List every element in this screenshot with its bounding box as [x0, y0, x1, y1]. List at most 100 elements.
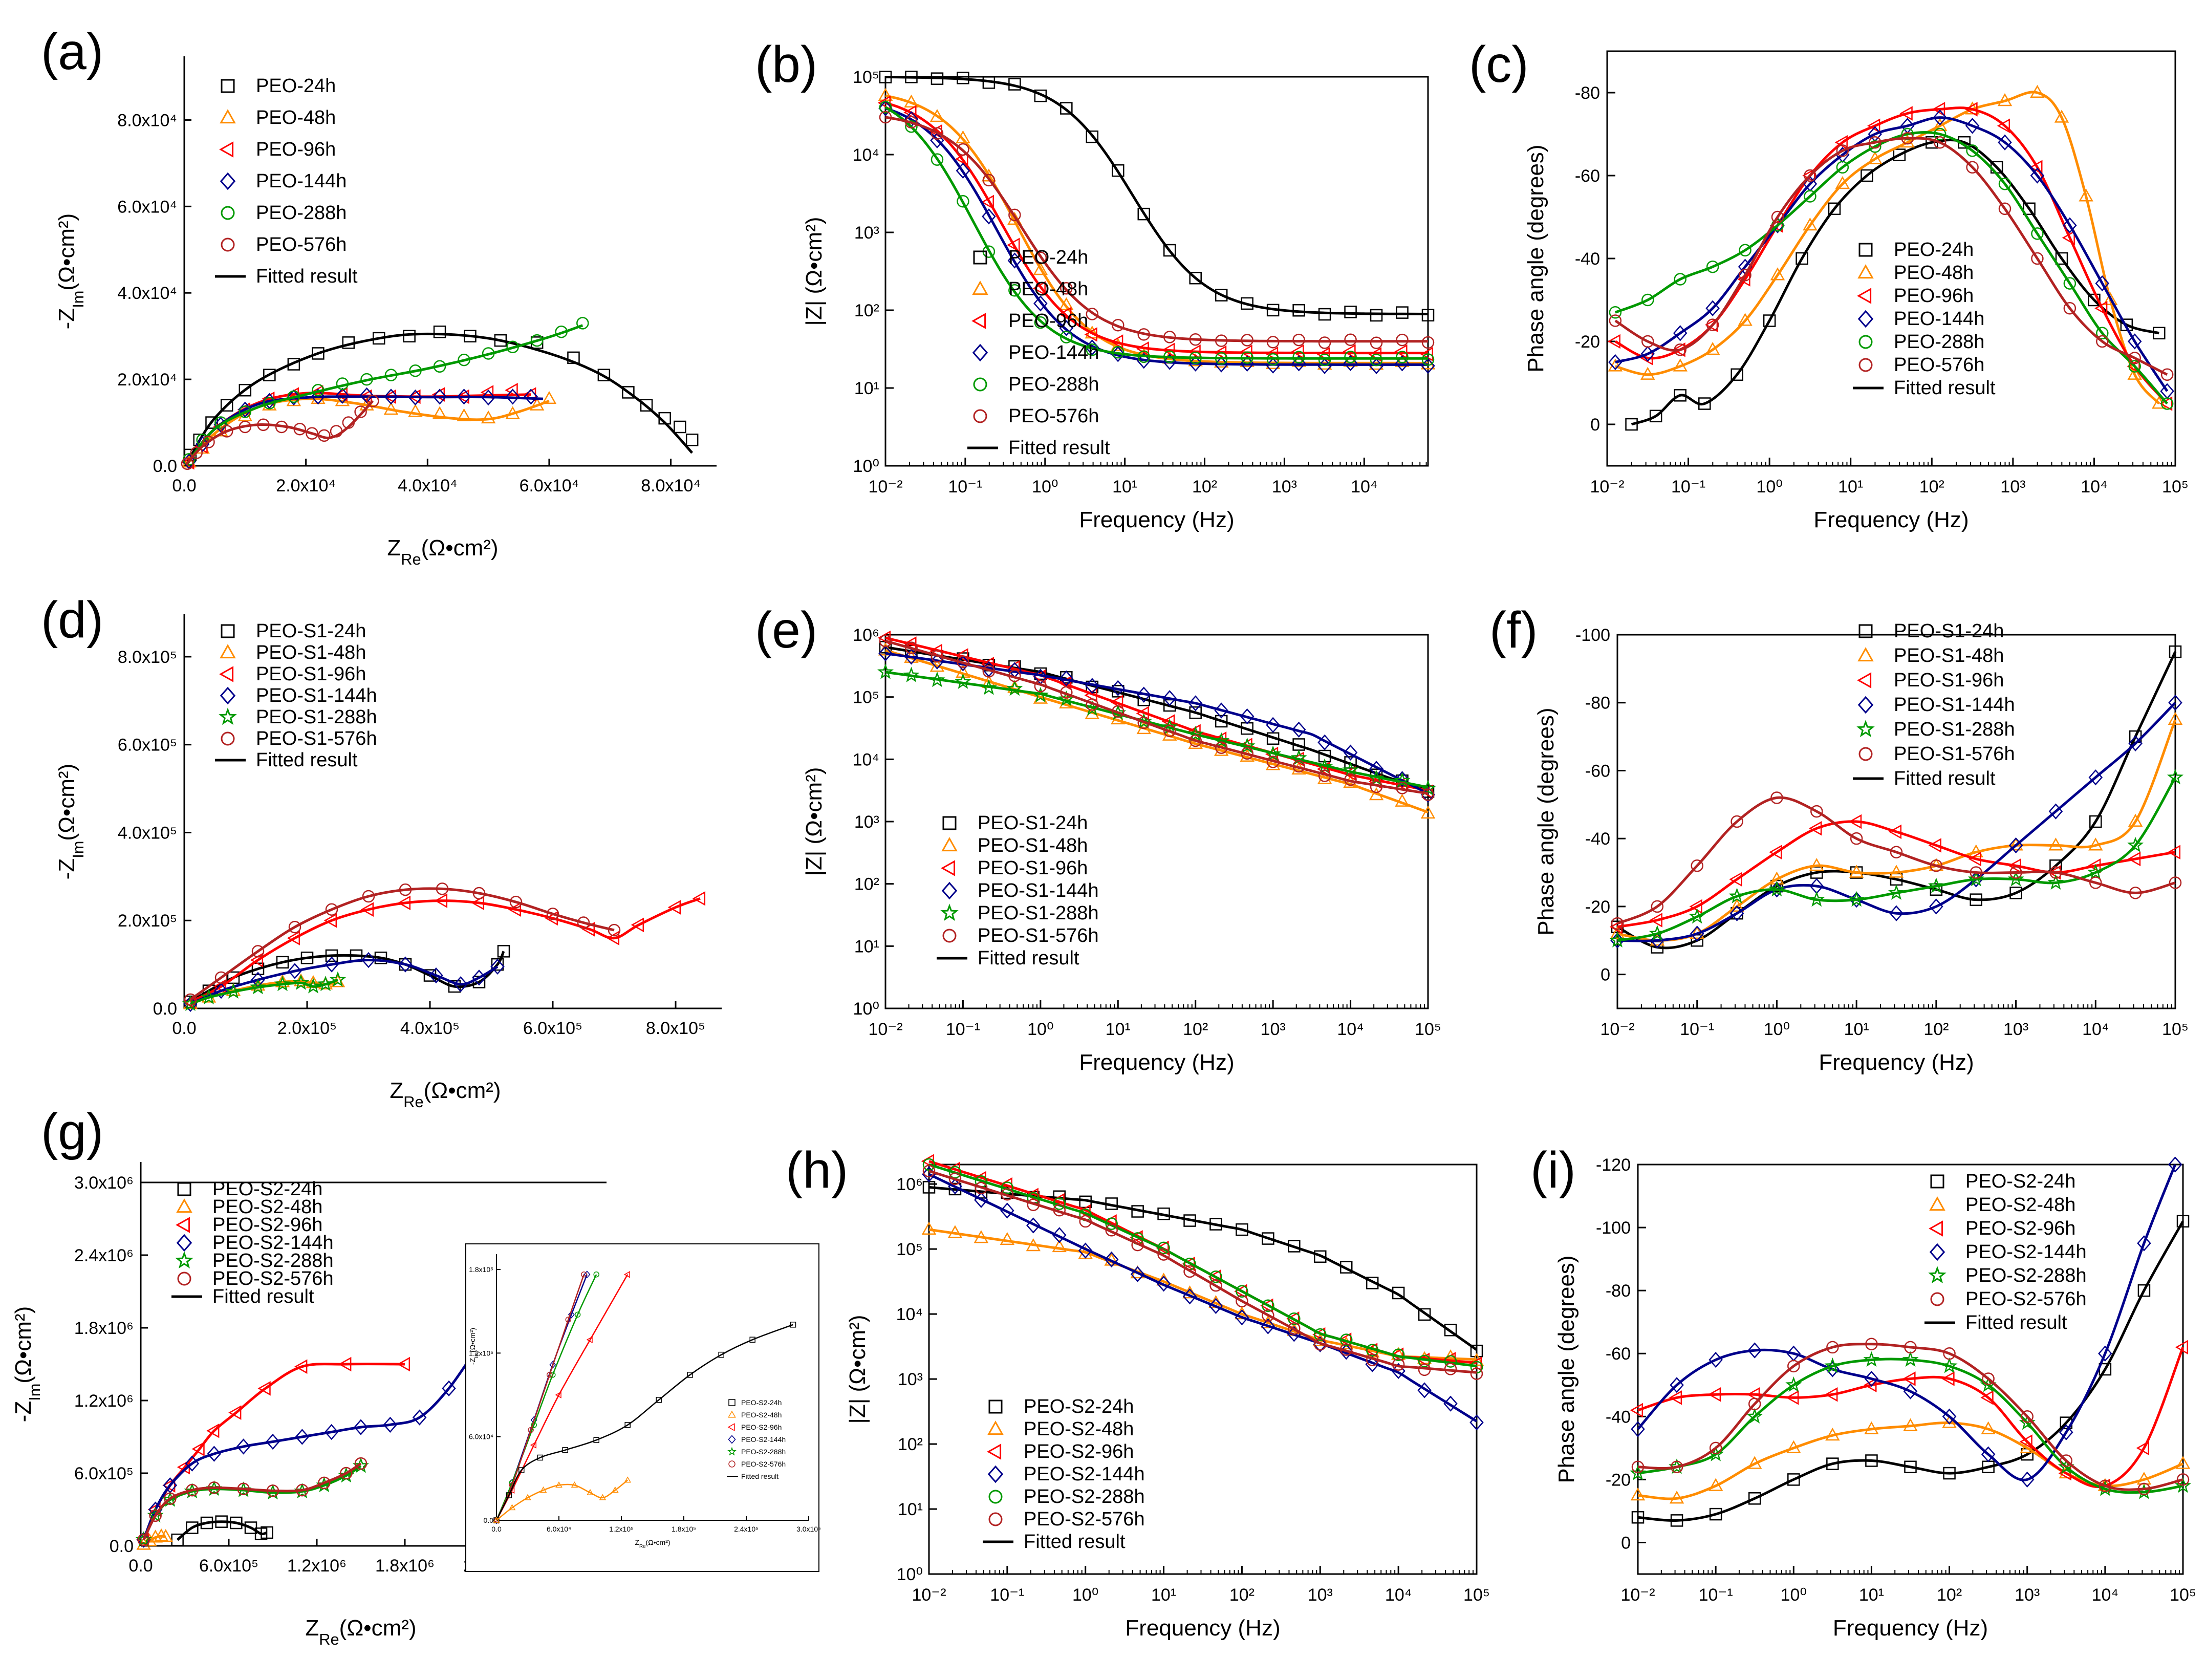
y-tick-label-a: 0.0: [153, 457, 177, 476]
legend-marker-f-5: [1858, 747, 1873, 761]
data-point-a-1: [213, 423, 228, 437]
data-point-a-0: [494, 334, 507, 347]
fit-line-h-1: [928, 1228, 1477, 1361]
y-tick-label-a: 2.0x10⁴: [117, 370, 177, 390]
x-axis-title-a: ZRe(Ω•cm²): [387, 535, 498, 568]
data-point-c-5: [1771, 210, 1784, 224]
data-point-f-5: [1930, 859, 1943, 872]
data-point-i-0: [1904, 1460, 1917, 1474]
data-point-b-5: [1215, 334, 1228, 347]
data-point-g-5: [137, 1533, 150, 1546]
data-point-d-2: [692, 891, 706, 906]
data-point-a-5: [257, 418, 270, 432]
x-tick-label-h: 10⁵: [1463, 1585, 1490, 1605]
data-point-i-2: [1825, 1387, 1838, 1402]
legend-label-h-0: PEO-S2-24h: [1024, 1396, 1134, 1417]
legend-label-g-2: PEO-S2-96h: [212, 1214, 322, 1236]
plot-frame-i: [1637, 1164, 2184, 1575]
data-point-i-3: [1903, 1383, 1918, 1399]
inset-legend-marker-0: [728, 1399, 736, 1406]
fit-line-f-2: [1617, 820, 2176, 929]
inset-legend-label-4: PEO-S2-288h: [741, 1448, 786, 1456]
data-point-d-3: [453, 976, 468, 993]
legend-marker-c-3: [1857, 310, 1874, 328]
legend-label-g-5: PEO-S2-576h: [212, 1268, 334, 1289]
data-point-a-0: [239, 383, 252, 397]
data-point-b-0: [905, 71, 918, 83]
legend-label-b-1: PEO-48h: [1008, 278, 1088, 300]
data-point-a-0: [674, 420, 686, 434]
data-point-e-5: [1189, 734, 1202, 747]
data-point-h-5: [1288, 1322, 1301, 1335]
data-point-h-4: [1470, 1361, 1483, 1374]
data-point-e-5: [1008, 670, 1021, 682]
data-point-e-4: [1213, 732, 1230, 748]
data-point-b-5: [931, 127, 944, 140]
data-point-h-3: [1026, 1217, 1041, 1234]
data-point-f-5: [1651, 900, 1664, 913]
inset-point-4: [656, 1397, 662, 1403]
fit-line-b-0: [885, 76, 1429, 315]
data-point-i-5: [2099, 1479, 2112, 1492]
y-tick-label-d: 0.0: [153, 999, 177, 1019]
data-point-c-1: [1835, 176, 1850, 189]
data-point-e-0: [1189, 706, 1202, 719]
data-point-d-0: [300, 951, 314, 964]
data-point-d-5: [608, 923, 621, 937]
data-point-e-4: [1187, 725, 1204, 742]
fit-line-i-5: [1637, 1343, 2183, 1491]
legend-label-d-4: PEO-S1-288h: [256, 706, 377, 728]
x-tick-label-h: 10²: [1229, 1585, 1255, 1605]
data-point-i-0: [1709, 1507, 1722, 1521]
y-tick-label-e: 10³: [854, 812, 879, 832]
legend-marker-a-0: [221, 79, 235, 93]
data-point-h-5: [1236, 1295, 1248, 1308]
data-point-b-2: [955, 152, 968, 166]
x-tick-label-e: 10⁻²: [868, 1020, 902, 1039]
data-point-b-0: [982, 76, 996, 89]
data-point-h-1: [947, 1225, 963, 1238]
series-c-4: [1609, 127, 2174, 410]
data-point-i-1: [1747, 1456, 1762, 1469]
data-point-a-4: [555, 325, 568, 338]
data-point-h-5: [1470, 1367, 1483, 1380]
data-point-c-0: [1861, 169, 1873, 182]
inset-legend-marker-3: [728, 1435, 736, 1444]
legend-label-h-2: PEO-S2-96h: [1024, 1441, 1134, 1462]
data-point-d-2: [631, 917, 644, 933]
legend-label-a-5: PEO-576h: [256, 234, 347, 255]
data-point-a-2: [505, 382, 518, 398]
data-point-c-0: [1828, 202, 1841, 216]
data-point-f-5: [1691, 859, 1703, 872]
data-point-h-0: [1339, 1261, 1353, 1274]
data-point-d-2: [667, 900, 681, 915]
data-point-i-3: [2098, 1345, 2112, 1362]
data-point-i-0: [2137, 1284, 2151, 1297]
data-point-e-4: [929, 671, 945, 687]
fit-line-f-0: [1616, 651, 2177, 950]
inset-fit-0: [495, 1274, 629, 1521]
y-tick-label-i: -40: [1606, 1407, 1631, 1427]
data-point-g-5: [266, 1484, 279, 1497]
data-point-i-5: [1709, 1441, 1722, 1455]
data-point-h-4: [1288, 1312, 1301, 1325]
x-axis-title-i: Frequency (Hz): [1833, 1616, 1988, 1641]
data-point-c-2: [2094, 300, 2108, 316]
data-point-c-2: [1997, 118, 2010, 134]
inset-y-tick-label: 6.0x10⁴: [469, 1433, 493, 1441]
data-point-f-4: [1848, 891, 1865, 907]
data-point-b-5: [1421, 336, 1435, 349]
panel-label-d: (d): [41, 591, 103, 649]
data-point-e-5: [1266, 756, 1280, 768]
data-point-b-0: [1421, 309, 1435, 321]
data-point-f-5: [1770, 791, 1783, 804]
data-point-g-2: [294, 1359, 308, 1374]
fit-line-g-3: [142, 1345, 480, 1541]
data-point-a-4: [482, 347, 495, 360]
data-point-c-1: [1640, 367, 1655, 380]
data-point-f-2: [1769, 845, 1782, 859]
data-point-f-2: [2167, 845, 2181, 859]
data-point-e-5: [1318, 769, 1331, 782]
data-point-c-3: [1933, 109, 1947, 126]
data-point-c-0: [1649, 410, 1662, 423]
